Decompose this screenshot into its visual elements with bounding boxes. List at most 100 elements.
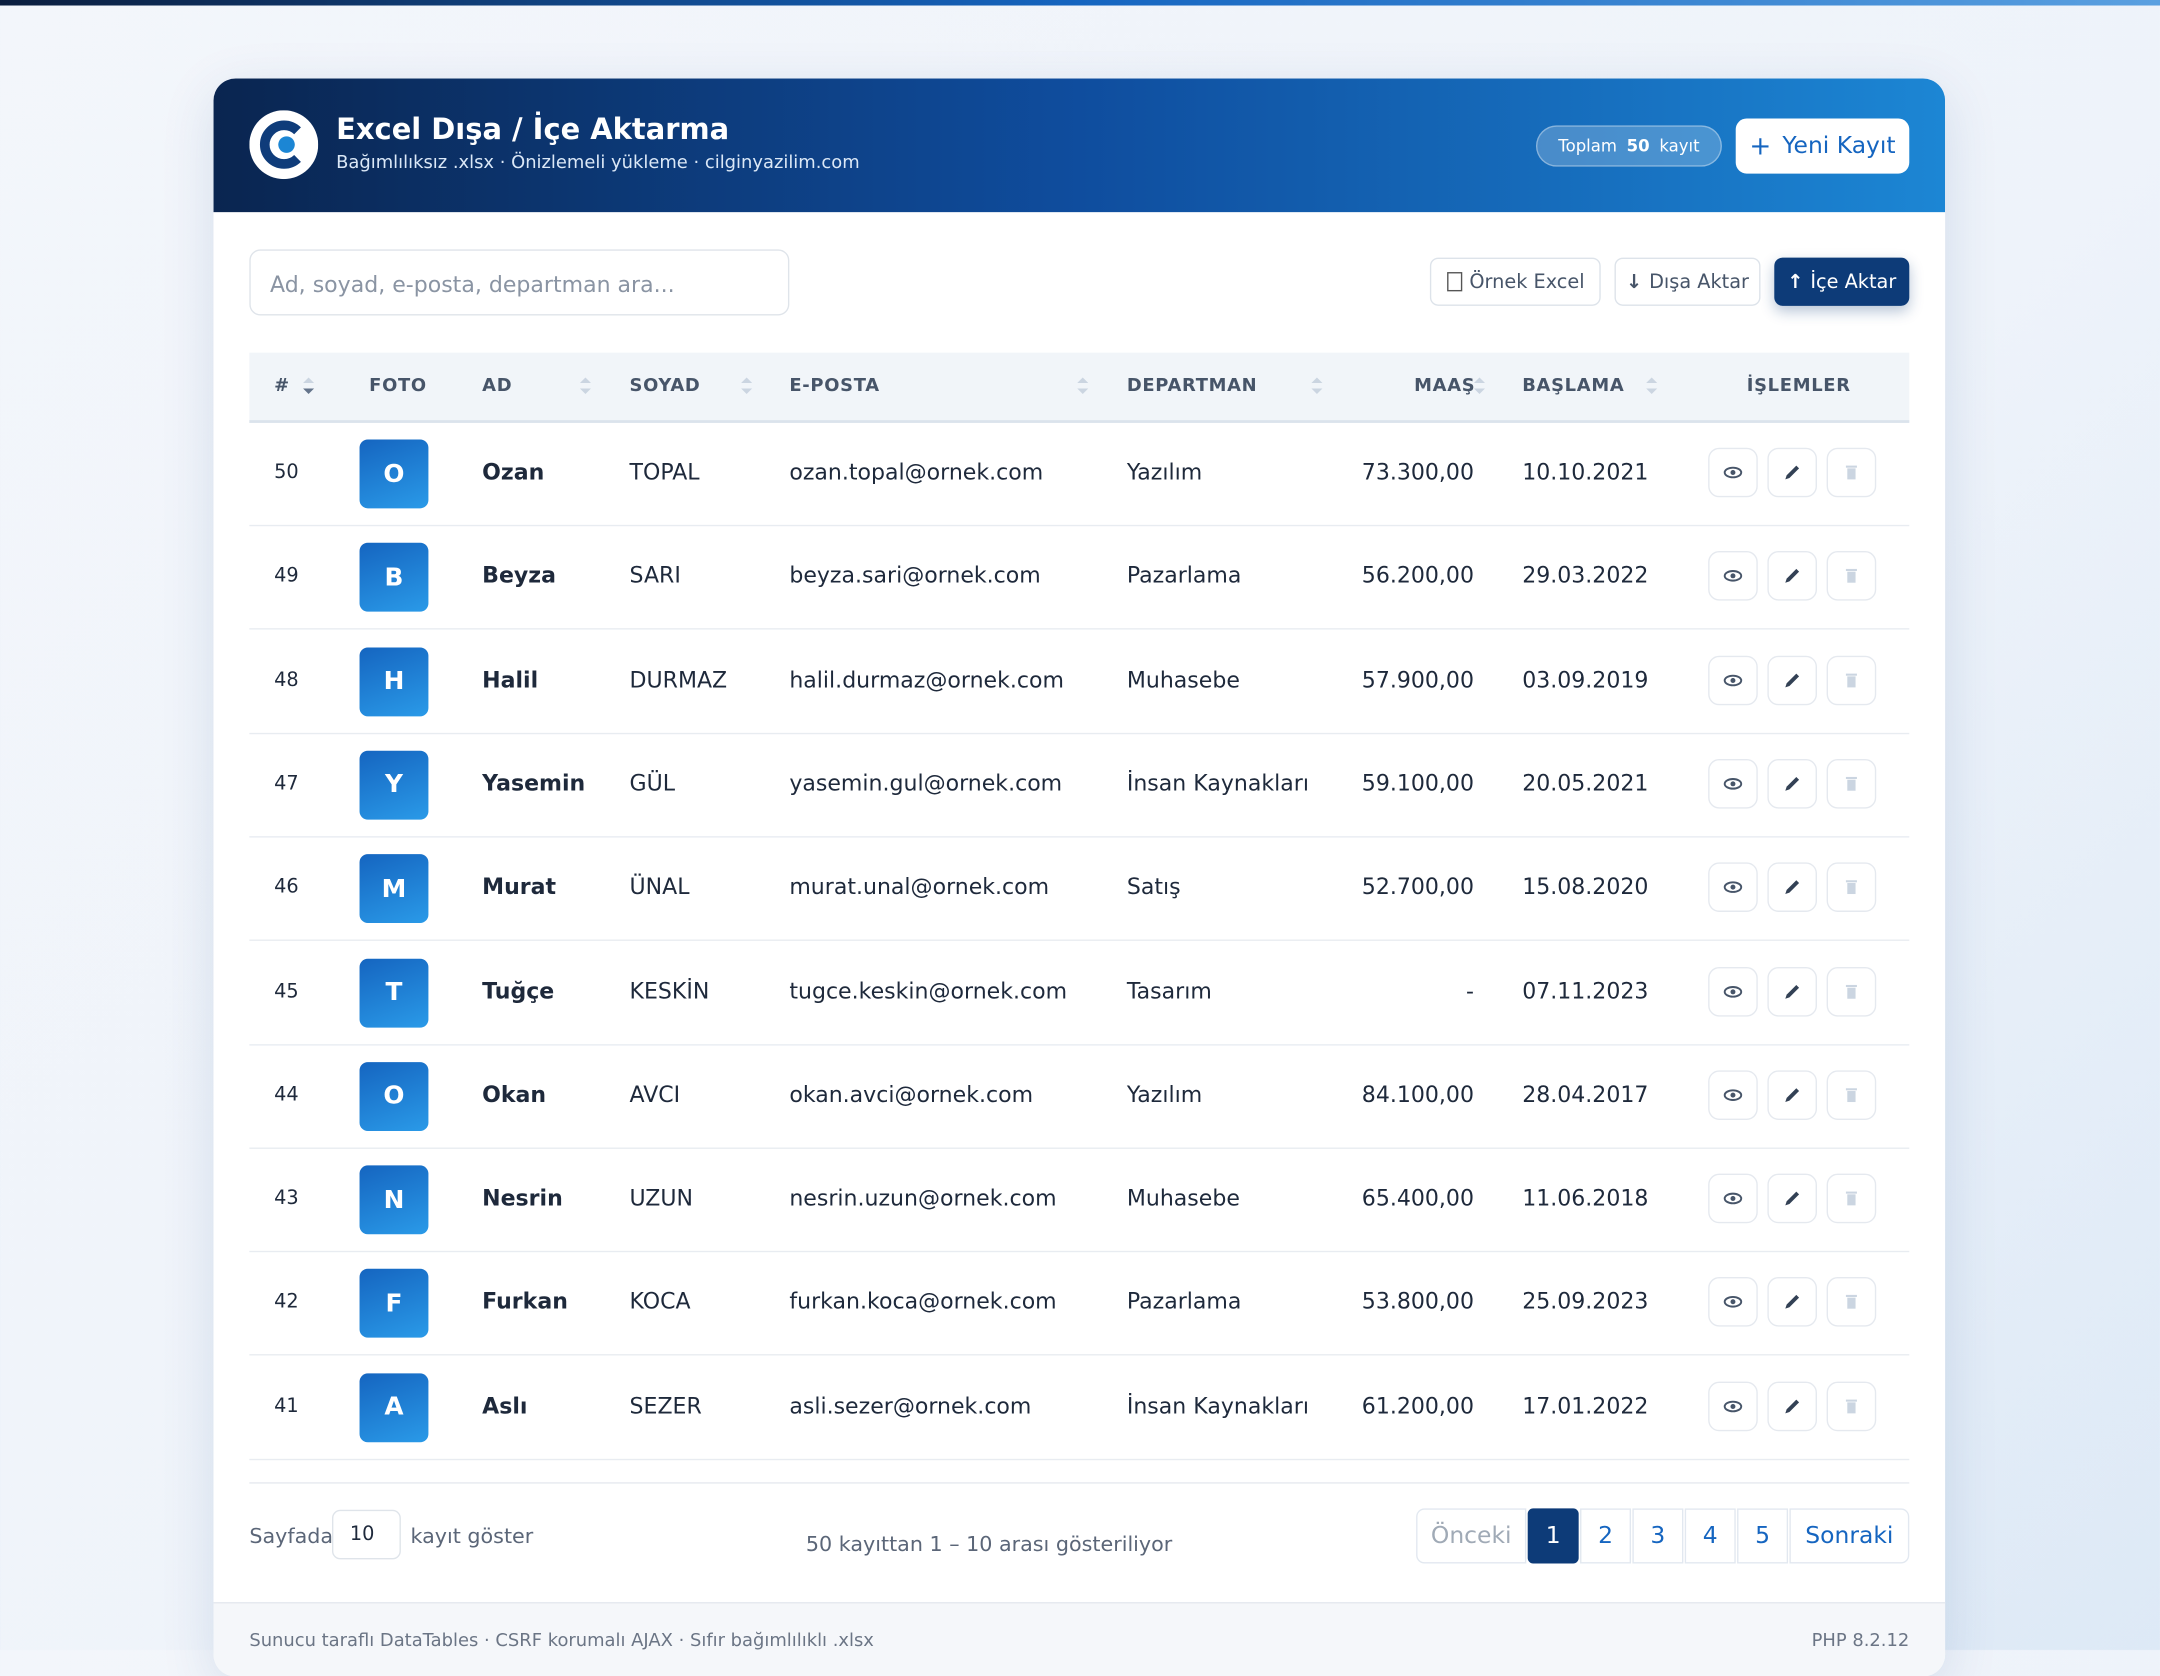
- delete-button[interactable]: [1826, 1070, 1877, 1120]
- edit-button[interactable]: [1767, 758, 1817, 809]
- last-name: SARI: [629, 562, 681, 589]
- export-button[interactable]: ↓ Dışa Aktar: [1614, 257, 1761, 306]
- icon: [1845, 1399, 1857, 1413]
- salary: 52.700,00: [1361, 873, 1474, 900]
- edit-button[interactable]: [1767, 551, 1817, 602]
- footer-left: Sunucu taraflı DataTables · CSRF korumal…: [249, 1631, 874, 1652]
- new-record-button[interactable]: + Yeni Kayıt: [1735, 118, 1910, 174]
- avatar: A: [359, 1372, 429, 1442]
- department: Pazarlama: [1126, 1288, 1242, 1315]
- first-name: Nesrin: [482, 1184, 563, 1211]
- table-row[interactable]: 50 O Ozan TOPAL ozan.topal@ornek.com Yazılım 7…: [249, 422, 1910, 527]
- column-header: İŞLEMLER: [1746, 376, 1851, 397]
- first-name: Beyza: [482, 562, 556, 589]
- last-name: DURMAZ: [629, 666, 728, 693]
- delete-button[interactable]: [1826, 551, 1877, 602]
- column-header[interactable]: MAAŞ: [1414, 376, 1476, 397]
- edit-button[interactable]: [1767, 1173, 1817, 1224]
- search-input[interactable]: Ad, soyad, e-posta, departman ara...: [249, 249, 790, 316]
- email: asli.sezer@ornek.com: [789, 1392, 1032, 1419]
- view-button[interactable]: [1708, 1070, 1758, 1120]
- column-header[interactable]: BAŞLAMA: [1522, 376, 1625, 397]
- page-button[interactable]: 3: [1632, 1508, 1684, 1564]
- edit-button[interactable]: [1767, 1070, 1817, 1120]
- edit-button[interactable]: [1767, 862, 1817, 913]
- table-row[interactable]: 44 O Okan AVCI okan.avci@ornek.com Yazılım 84.…: [249, 1044, 1910, 1149]
- length-select[interactable]: 10: [331, 1509, 401, 1560]
- start-date: 10.10.2021: [1522, 458, 1649, 485]
- card: Excel Dışa / İçe Aktarma Bağımlılıksız .…: [213, 78, 1946, 1676]
- view-button[interactable]: [1708, 551, 1758, 602]
- delete-button[interactable]: [1826, 1277, 1877, 1328]
- avatar: T: [359, 958, 429, 1027]
- next-button[interactable]: Sonraki: [1789, 1508, 1910, 1564]
- doc-icon: [1446, 272, 1462, 292]
- email: okan.avci@ornek.com: [789, 1081, 1034, 1108]
- column-header[interactable]: AD: [482, 376, 513, 397]
- table-row[interactable]: 43 N Nesrin UZUN nesrin.uzun@ornek.com Muhase…: [249, 1148, 1910, 1253]
- top-accent: [0, 0, 2160, 6]
- icon: [1723, 674, 1743, 686]
- icon: [1845, 465, 1857, 480]
- table-row[interactable]: 49 B Beyza SARI beyza.sari@ornek.com Pazarlam…: [249, 525, 1910, 630]
- view-button[interactable]: [1708, 447, 1758, 498]
- divider: [249, 1482, 1910, 1484]
- view-button[interactable]: [1708, 862, 1758, 913]
- table-row[interactable]: 46 M Murat ÜNAL murat.unal@ornek.com Satış 52.…: [249, 836, 1910, 942]
- button-label: İçe Aktar: [1810, 270, 1897, 293]
- delete-button[interactable]: [1826, 655, 1877, 705]
- view-button[interactable]: [1708, 1173, 1758, 1224]
- view-button[interactable]: [1708, 758, 1758, 809]
- table-row[interactable]: 47 Y Yasemin GÜL yasemin.gul@ornek.com İnsan …: [249, 733, 1910, 838]
- icon: [1785, 1191, 1800, 1206]
- delete-button[interactable]: [1826, 447, 1877, 498]
- delete-button[interactable]: [1826, 1381, 1877, 1431]
- department: Yazılım: [1126, 458, 1203, 485]
- department: İnsan Kaynakları: [1126, 769, 1309, 797]
- sample-excel-button[interactable]: Örnek Excel: [1429, 257, 1601, 306]
- last-name: TOPAL: [629, 458, 700, 485]
- view-button[interactable]: [1708, 1277, 1758, 1328]
- column-header[interactable]: E-POSTA: [789, 376, 880, 397]
- last-name: GÜL: [629, 769, 676, 797]
- edit-button[interactable]: [1767, 1277, 1817, 1328]
- table-row[interactable]: 48 H Halil DURMAZ halil.durmaz@ornek.com Muha…: [249, 629, 1910, 734]
- page-button[interactable]: 4: [1684, 1508, 1736, 1564]
- icon: [1845, 1191, 1857, 1206]
- delete-button[interactable]: [1826, 1173, 1877, 1224]
- view-button[interactable]: [1708, 966, 1758, 1016]
- last-name: ÜNAL: [629, 873, 690, 900]
- view-button[interactable]: [1708, 1381, 1758, 1431]
- table-row[interactable]: 41 A Aslı SEZER asli.sezer@ornek.com İnsan Ka…: [249, 1355, 1910, 1460]
- previous-button[interactable]: Önceki: [1416, 1508, 1527, 1564]
- avatar: Y: [359, 750, 429, 820]
- salary: -: [1466, 977, 1474, 1004]
- avatar: H: [359, 646, 429, 716]
- edit-button[interactable]: [1767, 447, 1817, 498]
- table-row[interactable]: 45 T Tuğçe KESKİN tugce.keskin@ornek.com Tasa…: [249, 940, 1910, 1045]
- edit-button[interactable]: [1767, 1381, 1817, 1431]
- page-button[interactable]: 1: [1527, 1508, 1579, 1564]
- edit-button[interactable]: [1767, 655, 1817, 705]
- delete-button[interactable]: [1826, 862, 1877, 913]
- view-button[interactable]: [1708, 655, 1758, 705]
- delete-button[interactable]: [1826, 966, 1877, 1016]
- avatar: M: [359, 854, 429, 924]
- last-name: KESKİN: [629, 977, 710, 1004]
- column-header[interactable]: DEPARTMAN: [1126, 376, 1258, 397]
- page-button[interactable]: 2: [1580, 1508, 1632, 1564]
- icon: [1845, 1087, 1857, 1102]
- column-header[interactable]: SOYAD: [629, 376, 701, 397]
- first-name: Tuğçe: [482, 977, 555, 1004]
- edit-button[interactable]: [1767, 966, 1817, 1016]
- page-button[interactable]: 5: [1737, 1508, 1789, 1564]
- last-name: SEZER: [629, 1392, 702, 1419]
- column-header[interactable]: #: [274, 376, 290, 397]
- import-button[interactable]: ↑ İçe Aktar: [1774, 257, 1910, 306]
- row-id: 49: [274, 565, 299, 588]
- icon: [1785, 776, 1800, 791]
- delete-button[interactable]: [1826, 758, 1877, 809]
- table-row[interactable]: 42 F Furkan KOCA furkan.koca@ornek.com Pazarl…: [249, 1251, 1910, 1357]
- row-id: 42: [274, 1291, 299, 1314]
- salary: 59.100,00: [1361, 769, 1474, 797]
